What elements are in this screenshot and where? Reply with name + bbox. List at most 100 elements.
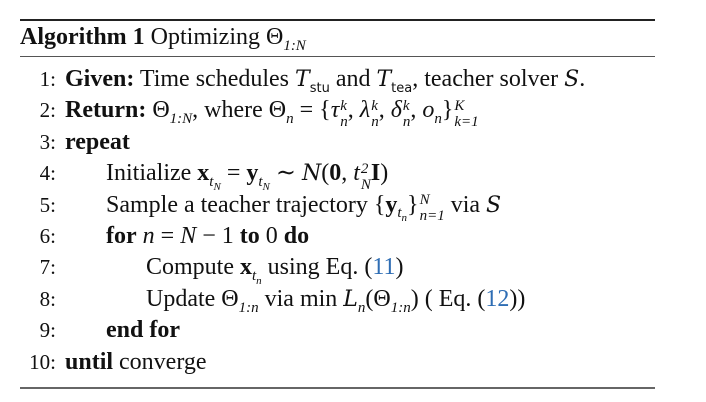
- text: Update Θ: [146, 285, 239, 312]
- superscript: K: [454, 97, 465, 114]
- line-content: Given: Time schedules Tstu and Ttea, tea…: [65, 64, 585, 95]
- math-calligraphic: N: [301, 161, 322, 187]
- keyword: for: [106, 223, 137, 249]
- equation-link[interactable]: 12: [485, 285, 510, 312]
- line-content: repeat: [65, 127, 130, 158]
- math-calligraphic: S: [486, 192, 502, 218]
- superscript: N: [419, 191, 430, 208]
- subscript: tn: [252, 268, 262, 287]
- math-vector: y: [385, 191, 398, 218]
- superscript: k: [371, 97, 378, 114]
- text: .: [579, 66, 586, 92]
- text: Compute: [146, 254, 240, 281]
- math-vector: x: [197, 160, 210, 187]
- keyword: Return:: [65, 97, 147, 124]
- text: ): [395, 254, 404, 281]
- line-number: 1:: [39, 67, 56, 91]
- math-calligraphic: L: [343, 286, 358, 312]
- line-content: Update Θ1:n via min Ln(Θ1:n) ( Eq. (12)): [146, 284, 525, 315]
- line-number: 2:: [39, 98, 56, 123]
- subscript: n: [286, 111, 294, 128]
- text: ,: [341, 160, 354, 187]
- text: (Θ: [365, 285, 391, 312]
- text: ): [380, 160, 389, 187]
- text: =: [220, 160, 247, 187]
- math-symbol: t: [353, 160, 360, 187]
- text: Θ: [146, 97, 170, 124]
- line-content: Compute xtn using Eq. (11): [146, 252, 404, 287]
- nested-subscript: N: [262, 180, 270, 193]
- subscript: n=1: [419, 207, 445, 224]
- keyword: repeat: [65, 128, 130, 155]
- subscript: 1:n: [238, 299, 259, 316]
- math-symbol: δ: [390, 97, 402, 124]
- subscript: N: [360, 176, 371, 193]
- subscript: tea: [391, 80, 413, 96]
- text: converge: [113, 348, 207, 375]
- keyword: Given:: [65, 66, 135, 92]
- subscript: 1:N: [283, 37, 306, 54]
- math-symbol: N: [180, 223, 197, 249]
- subscript: 1:n: [390, 299, 411, 316]
- top-rule: [20, 19, 655, 21]
- caption-rule: [20, 56, 655, 57]
- text: using Eq. (: [261, 254, 373, 281]
- subscript: tN: [209, 174, 221, 193]
- nested-subscript: n: [401, 212, 408, 225]
- line-content: for n = N − 1 to 0 do: [106, 221, 309, 252]
- line-number: 6:: [39, 224, 56, 248]
- text: , where Θ: [192, 97, 287, 124]
- line-number: 9:: [39, 318, 56, 343]
- text: and: [329, 66, 377, 92]
- math-symbol: λ: [359, 97, 371, 124]
- line-number: 7:: [39, 255, 56, 280]
- line-number: 10:: [29, 349, 56, 374]
- algorithm-caption: Algorithm 1 Optimizing Θ1:N: [20, 24, 306, 54]
- math-vector: 0: [329, 160, 342, 187]
- line-number: 8:: [39, 286, 56, 311]
- line-content: Initialize xtN = ytN ∼ N(0, t 2 N I): [106, 158, 388, 192]
- math-calligraphic: T: [376, 67, 392, 92]
- text: 0: [259, 223, 284, 249]
- subscript-base: t: [397, 205, 402, 222]
- subscript: tn: [397, 205, 408, 225]
- text: ,: [410, 97, 423, 124]
- text: ,: [347, 97, 360, 124]
- subscript: n: [434, 111, 442, 128]
- subscript-base: t: [258, 173, 263, 190]
- text: ∼: [269, 160, 302, 187]
- text: via min: [258, 285, 344, 312]
- subscript: n: [402, 113, 411, 130]
- text: ) ( Eq. (: [410, 285, 486, 312]
- bottom-rule: [20, 387, 655, 389]
- superscript: k: [402, 97, 410, 114]
- math-symbol: τ: [330, 97, 340, 124]
- math-symbol: n: [142, 223, 155, 249]
- equation-link[interactable]: 11: [372, 254, 396, 281]
- line-content: end for: [106, 315, 180, 346]
- keyword: until: [65, 348, 114, 375]
- text: Optimizing Θ: [144, 24, 284, 50]
- text: = {: [293, 97, 331, 124]
- nested-subscript: N: [213, 180, 221, 193]
- line-number: 3:: [39, 129, 56, 154]
- subscript: stu: [309, 80, 330, 96]
- text: Sample a teacher trajectory {: [106, 191, 386, 218]
- text: )): [509, 285, 526, 312]
- text: via: [444, 191, 487, 218]
- subscript: n: [340, 113, 348, 130]
- math-vector: x: [240, 254, 252, 281]
- text: − 1: [196, 223, 240, 249]
- subscript: k=1: [454, 113, 479, 130]
- subscript: n: [357, 299, 366, 316]
- math-vector: y: [246, 160, 259, 187]
- subscript: n: [371, 113, 379, 130]
- math-vector: I: [370, 160, 381, 187]
- subscript: 1:N: [169, 111, 193, 128]
- subscript: tN: [258, 173, 270, 193]
- text: Time schedules: [134, 66, 296, 92]
